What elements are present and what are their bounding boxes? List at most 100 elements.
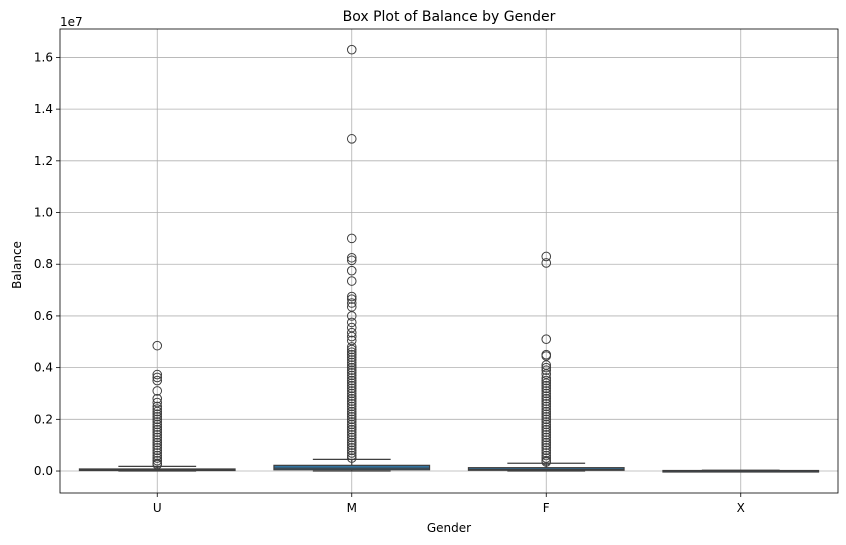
outlier-point (346, 291, 357, 302)
y-tick-label: 0.6 (34, 309, 53, 323)
outlier-point (541, 334, 552, 344)
outlier-point (152, 404, 163, 414)
outlier-point (346, 317, 357, 328)
outlier-point (346, 448, 357, 458)
outlier-point (346, 442, 357, 453)
outlier-point (541, 401, 552, 412)
outlier-point (541, 417, 552, 427)
outlier-point (152, 440, 163, 450)
outlier-point (152, 386, 163, 396)
outlier-point (346, 396, 357, 407)
outlier-point (541, 399, 552, 409)
outlier-point (346, 380, 357, 391)
outlier-point (346, 344, 357, 355)
x-tick-label: M (347, 501, 357, 515)
ticks: 0.0 0.2 0.4 0.6 0.8 1.0 1.2 1.4 1.6 U M F X (34, 50, 745, 515)
outlier-point (346, 440, 357, 450)
outlier-point (541, 404, 552, 414)
outlier-point (541, 453, 552, 463)
outlier-point (346, 233, 357, 244)
outlier-point (541, 437, 552, 448)
outlier-point (346, 450, 357, 461)
grid (60, 29, 838, 493)
outlier-point (346, 44, 357, 55)
outlier-point (541, 393, 552, 404)
outlier-point (346, 445, 357, 456)
outlier-point (152, 435, 163, 445)
outlier-point (346, 375, 357, 386)
outlier-point (346, 409, 357, 419)
outlier-point (346, 355, 357, 365)
outlier-point (152, 422, 163, 432)
plot-frame (59, 28, 839, 494)
outlier-point (152, 432, 163, 443)
outlier-point (346, 134, 357, 144)
outlier-point (346, 349, 357, 360)
outlier-point (346, 386, 357, 396)
outlier-point (152, 430, 163, 440)
outlier-point (346, 419, 357, 430)
outlier-point (346, 331, 357, 342)
outlier-point (152, 424, 163, 435)
outlier-point (152, 369, 163, 380)
outlier-point (541, 373, 552, 383)
outlier-point (152, 453, 163, 463)
outlier-point (346, 378, 357, 388)
outlier-point (346, 362, 357, 373)
chart-title: Box Plot of Balance by Gender (343, 9, 556, 25)
outlier-point (346, 360, 357, 370)
outlier-point (346, 327, 357, 338)
box-iqr (273, 464, 431, 471)
outlier-point (346, 255, 357, 266)
outlier-point (541, 414, 552, 425)
outlier-point (541, 391, 552, 401)
outlier-point (152, 406, 163, 417)
outlier-point (346, 388, 357, 399)
outlier-point (346, 367, 357, 378)
outlier-point (152, 419, 163, 430)
outlier-point (152, 401, 163, 412)
outlier-point (152, 459, 163, 470)
outlier-point (541, 365, 552, 376)
outlier-point (346, 342, 357, 352)
outlier-point (541, 388, 552, 399)
outlier-point (346, 298, 357, 308)
y-offset-text: 1e7 (60, 15, 83, 29)
y-tick-label: 0.8 (34, 257, 53, 271)
outlier-point (346, 414, 357, 425)
outlier-point (152, 437, 163, 448)
outlier-point (346, 373, 357, 383)
outlier-point (152, 375, 163, 386)
outlier-point (346, 427, 357, 438)
outlier-point (346, 391, 357, 401)
outlier-point (346, 265, 357, 276)
outlier-point (541, 362, 552, 373)
outlier-point (346, 393, 357, 404)
outlier-point (541, 435, 552, 445)
outlier-point (346, 430, 357, 440)
outlier-point (541, 251, 552, 262)
outlier-point (541, 406, 552, 417)
box-X (662, 469, 820, 473)
outlier-point (152, 417, 163, 427)
outlier-point (346, 347, 357, 357)
outlier-point (346, 352, 357, 363)
outlier-point (541, 432, 552, 443)
outlier-point (346, 252, 357, 263)
outlier-point (152, 455, 163, 466)
outlier-point (152, 393, 163, 404)
y-tick-label: 1.6 (34, 50, 53, 64)
outlier-point (346, 411, 357, 422)
outlier-point (346, 435, 357, 445)
outlier-point (346, 417, 357, 427)
y-tick-label: 1.2 (34, 154, 53, 168)
outlier-point (346, 437, 357, 448)
outlier-point (152, 411, 163, 422)
outlier-point (541, 427, 552, 438)
outlier-point (346, 432, 357, 443)
outlier-point (541, 258, 552, 268)
y-tick-label: 0.4 (34, 361, 53, 375)
outlier-point (541, 445, 552, 456)
outlier-point (541, 440, 552, 450)
